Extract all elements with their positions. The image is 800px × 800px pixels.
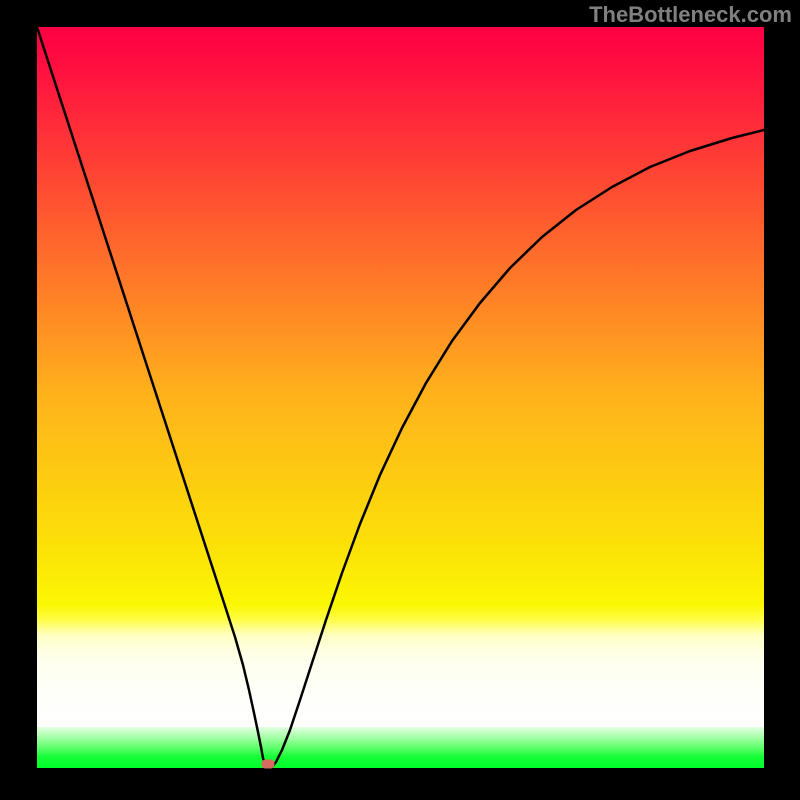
chart-container: TheBottleneck.com [0, 0, 800, 800]
bottleneck-curve [37, 27, 764, 768]
optimum-marker [262, 760, 275, 769]
watermark-text: TheBottleneck.com [589, 2, 792, 28]
plot-area [37, 27, 764, 768]
